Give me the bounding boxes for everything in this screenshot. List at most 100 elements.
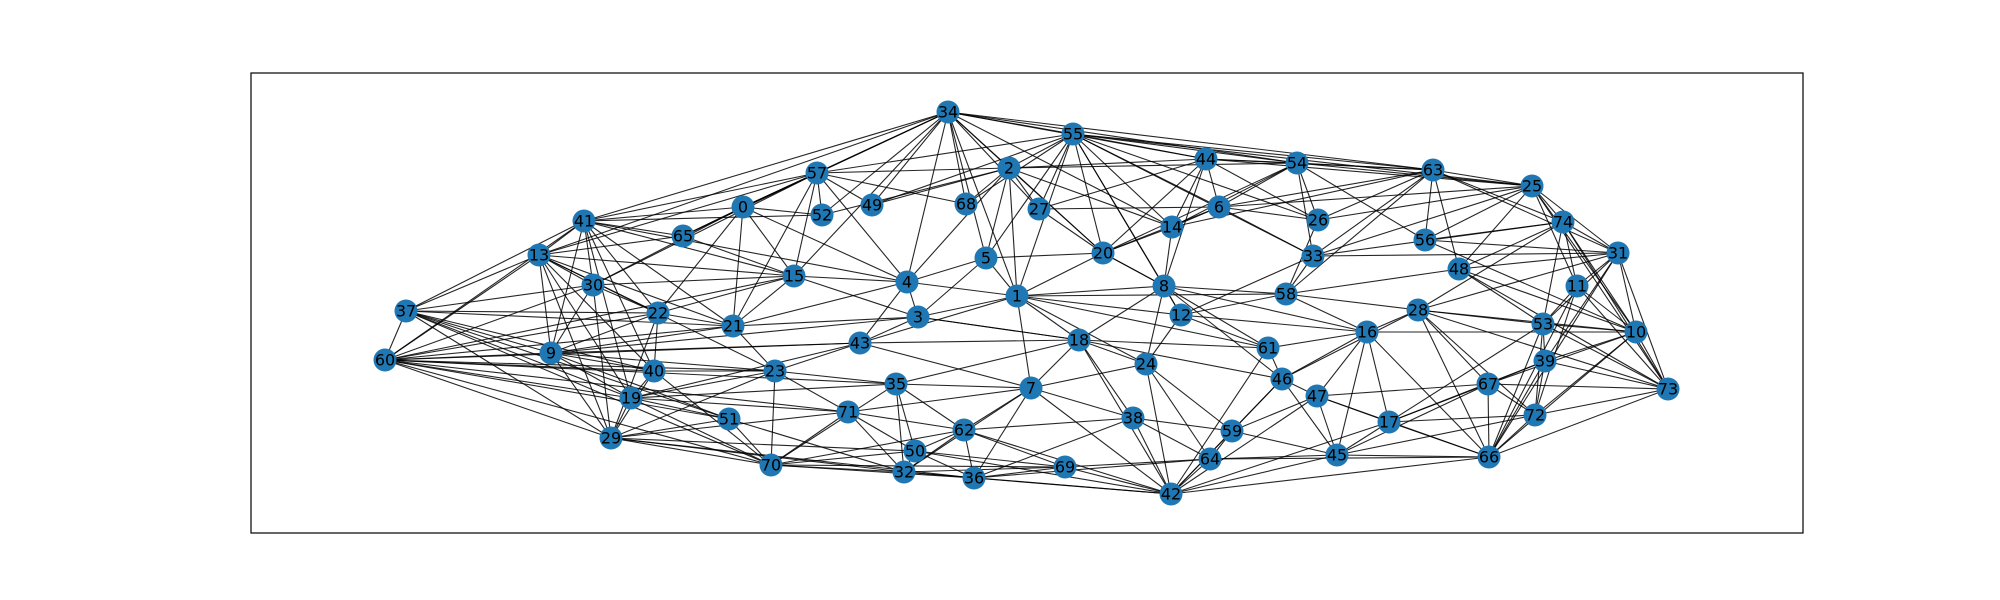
node-16: 16: [1355, 320, 1379, 344]
edge-31-28: [1417, 252, 1619, 311]
edge-73-67: [1487, 383, 1669, 390]
node-circle: [1305, 384, 1329, 408]
node-23: 23: [763, 359, 787, 383]
node-circle: [373, 348, 397, 372]
node-57: 57: [805, 161, 829, 185]
node-label: 71: [838, 403, 858, 422]
edge-31-33: [1312, 252, 1619, 257]
node-label: 55: [1063, 125, 1083, 144]
node-0: 0: [731, 195, 755, 219]
edge-41-21: [583, 220, 734, 327]
node-circle: [848, 331, 872, 355]
edge-66-16: [1366, 331, 1490, 458]
node-label: 1: [1012, 287, 1022, 306]
edge-31-56: [1424, 239, 1619, 254]
node-circle: [895, 270, 919, 294]
node-label: 61: [1258, 339, 1278, 358]
node-circle: [1121, 406, 1145, 430]
node-29: 29: [599, 426, 623, 450]
edge-34-63: [947, 111, 1434, 171]
edge-34-13: [538, 111, 949, 256]
node-circle: [1421, 158, 1445, 182]
node-label: 20: [1093, 244, 1113, 263]
edge-29-51: [610, 418, 730, 439]
edge-60-71: [384, 359, 849, 413]
edge-0-52: [742, 206, 823, 216]
edge-57-41: [583, 172, 818, 222]
node-32: 32: [892, 460, 916, 484]
edge-13-19: [538, 254, 632, 399]
node-circle: [1377, 410, 1401, 434]
node-circle: [1152, 274, 1176, 298]
edge-54-44: [1205, 158, 1298, 164]
edge-60-51: [384, 359, 730, 420]
edge-0-4: [742, 206, 908, 283]
edge-36-64: [973, 458, 1211, 479]
node-label: 47: [1307, 387, 1327, 406]
edge-32-71: [847, 411, 905, 473]
node-7: 7: [1019, 376, 1043, 400]
node-label: 56: [1415, 231, 1435, 250]
node-circle: [1274, 282, 1298, 306]
node-label: 8: [1159, 277, 1169, 296]
node-42: 42: [1159, 482, 1183, 506]
edge-2-52: [821, 167, 1010, 216]
edge-72-11: [1534, 285, 1578, 416]
node-56: 56: [1413, 228, 1437, 252]
edge-54-20: [1102, 162, 1298, 254]
edge-63-6: [1218, 169, 1434, 208]
node-20: 20: [1091, 241, 1115, 265]
edge-60-29: [384, 359, 612, 439]
node-circle: [884, 372, 908, 396]
edge-10-31: [1617, 252, 1637, 333]
edge-58-28: [1285, 293, 1419, 311]
edge-3-21: [732, 316, 919, 327]
node-label: 70: [761, 456, 781, 475]
edge-20-5: [985, 252, 1104, 259]
edge-57-68: [816, 172, 967, 205]
node-circle: [1531, 312, 1555, 336]
node-26: 26: [1306, 208, 1330, 232]
edge-54-6: [1218, 162, 1298, 208]
node-28: 28: [1406, 298, 1430, 322]
node-circle: [1477, 445, 1501, 469]
node-label: 41: [574, 212, 594, 231]
edge-55-57: [816, 133, 1074, 174]
node-label: 64: [1200, 450, 1220, 469]
edge-37-29: [405, 310, 612, 439]
node-label: 45: [1327, 446, 1347, 465]
node-label: 0: [738, 198, 748, 217]
edge-18-38: [1078, 339, 1134, 419]
edge-25-48: [1458, 185, 1533, 270]
node-label: 59: [1222, 422, 1242, 441]
node-circle: [1406, 298, 1430, 322]
edge-63-48: [1432, 169, 1460, 270]
edge-17-72: [1388, 414, 1536, 423]
node-circle: [810, 203, 834, 227]
edge-10-67: [1487, 331, 1637, 385]
edge-layer: [384, 111, 1669, 495]
edge-55-26: [1072, 133, 1319, 221]
edge-15-21: [732, 275, 795, 327]
node-circle: [1061, 122, 1085, 146]
node-3: 3: [906, 305, 930, 329]
node-circle: [1606, 241, 1630, 265]
edge-15-65: [682, 235, 795, 277]
edge-36-42: [973, 477, 1172, 495]
edge-42-47: [1170, 395, 1318, 495]
edge-25-26: [1317, 185, 1533, 221]
edge-20-27: [1038, 208, 1104, 254]
edge-42-50: [914, 450, 1172, 495]
node-13: 13: [527, 243, 551, 267]
edge-60-23: [384, 359, 776, 372]
node-circle: [1270, 367, 1294, 391]
node-6: 6: [1207, 195, 1231, 219]
edge-29-23: [610, 370, 776, 439]
edge-19-23: [630, 370, 776, 399]
edge-54-56: [1296, 162, 1426, 241]
node-label: 24: [1136, 355, 1156, 374]
edge-74-28: [1417, 221, 1564, 311]
edge-63-33: [1312, 169, 1434, 257]
edge-36-38: [973, 417, 1134, 479]
edge-58-16: [1285, 293, 1368, 333]
